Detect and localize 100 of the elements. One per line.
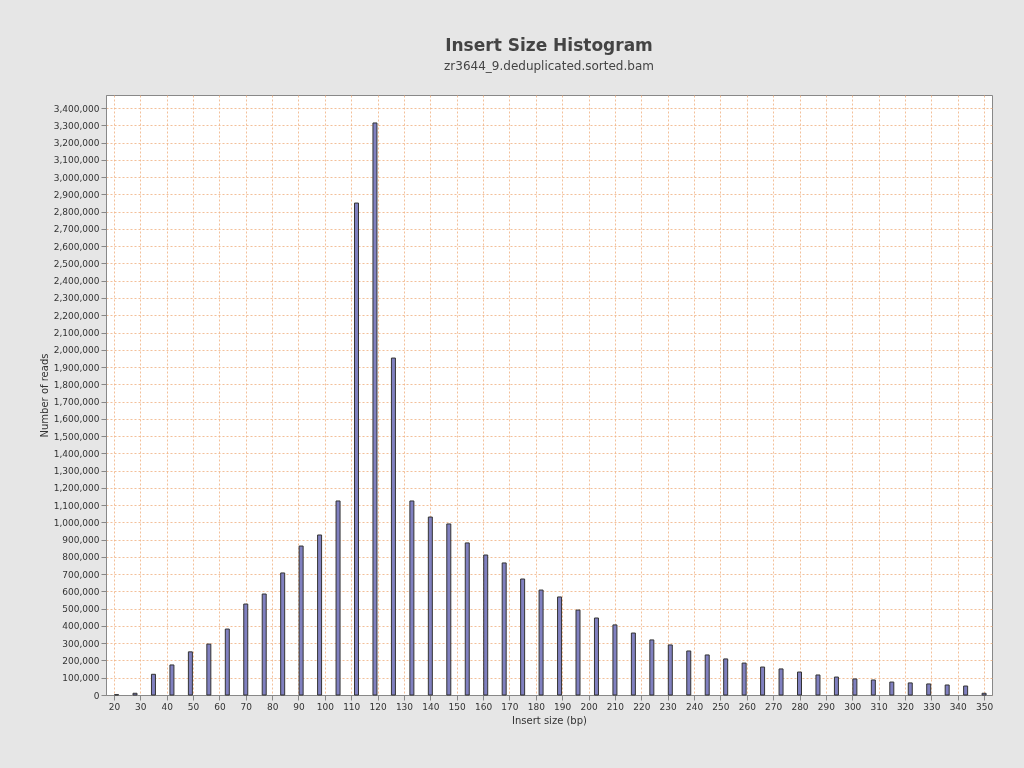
y-tick-label: 3,100,000	[53, 155, 100, 166]
bar	[501, 562, 507, 696]
x-tick-label: 140	[422, 701, 440, 712]
bar	[280, 572, 286, 696]
x-tick-label: 110	[343, 701, 361, 712]
bar	[317, 534, 323, 696]
y-tick-label: 900,000	[62, 535, 100, 546]
y-tick-label: 600,000	[62, 586, 100, 597]
x-axis-title: Insert size (bp)	[512, 714, 588, 726]
y-tick-label: 1,500,000	[53, 431, 100, 442]
x-tick-label: 50	[187, 701, 200, 712]
x-tick-label: 200	[580, 701, 598, 712]
bar	[815, 674, 821, 696]
bar	[852, 678, 858, 696]
y-tick-label: 800,000	[62, 552, 100, 563]
y-tick-label: 2,700,000	[53, 224, 100, 235]
bar	[187, 651, 193, 696]
x-tick-label: 240	[685, 701, 704, 712]
y-tick-label: 2,300,000	[53, 293, 100, 304]
bar	[870, 679, 876, 696]
y-tick-label: 400,000	[62, 621, 100, 632]
bar	[427, 516, 433, 696]
bar	[889, 681, 895, 696]
bar	[538, 589, 544, 696]
bar	[833, 676, 839, 696]
x-tick-label: 180	[527, 701, 546, 712]
y-tick-label: 1,000,000	[53, 517, 100, 528]
y-axis-title: Number of reads	[38, 353, 50, 438]
x-tick-label: 280	[791, 701, 809, 712]
y-tick-label: 200,000	[62, 655, 100, 666]
bar	[372, 122, 378, 696]
x-tick-label: 60	[214, 701, 226, 712]
x-tick-label: 350	[976, 701, 994, 712]
x-tick-label: 130	[395, 701, 414, 712]
x-tick-label: 320	[896, 701, 915, 712]
x-tick-label: 190	[554, 701, 572, 712]
x-tick-label: 70	[240, 701, 253, 712]
y-tick-label: 2,500,000	[53, 258, 100, 269]
x-tick-label: 300	[844, 701, 862, 712]
bar	[612, 624, 618, 696]
bar	[557, 596, 563, 696]
x-tick-label: 250	[712, 701, 730, 712]
bar	[224, 628, 230, 696]
y-tick-label: 2,900,000	[53, 189, 100, 200]
y-tick-label: 500,000	[62, 604, 100, 615]
bar	[704, 654, 710, 696]
bar	[593, 617, 599, 696]
x-tick-label: 30	[135, 701, 147, 712]
bar	[686, 650, 692, 696]
bar	[741, 662, 747, 696]
x-tick-label: 310	[870, 701, 888, 712]
y-tick-label: 2,100,000	[53, 328, 100, 339]
y-tick-label: 2,400,000	[53, 276, 100, 287]
bar	[409, 500, 415, 696]
y-tick-label: 2,000,000	[53, 345, 100, 356]
y-tick-label: 2,600,000	[53, 241, 100, 252]
x-tick-label: 170	[501, 701, 519, 712]
x-tick-label: 80	[266, 701, 279, 712]
bar	[649, 639, 655, 696]
bar	[907, 682, 913, 696]
x-tick-label: 230	[659, 701, 678, 712]
x-tick-label: 90	[293, 701, 305, 712]
chart-title: Insert Size Histogram	[445, 35, 653, 55]
bar	[667, 644, 673, 696]
bar	[206, 643, 212, 696]
y-tick-label: 2,800,000	[53, 207, 100, 218]
bar	[169, 664, 175, 696]
x-tick-label: 20	[108, 701, 121, 712]
x-tick-label: 40	[161, 701, 174, 712]
bar	[298, 545, 304, 696]
x-tick-label: 220	[633, 701, 651, 712]
bar	[723, 658, 729, 696]
y-tick-label: 3,200,000	[53, 138, 100, 149]
bar	[944, 684, 950, 696]
bar	[963, 685, 969, 696]
bar	[446, 523, 452, 696]
x-tick-label: 150	[448, 701, 467, 712]
y-tick-label: 1,800,000	[53, 379, 100, 390]
y-tick-label: 100,000	[62, 673, 100, 684]
x-tick-label: 290	[817, 701, 836, 712]
y-tick-label: 3,400,000	[53, 103, 100, 114]
x-tick-label: 210	[606, 701, 625, 712]
bar	[464, 542, 470, 696]
y-tick-label: 1,300,000	[53, 466, 100, 477]
x-tick-label: 100	[316, 701, 335, 712]
bar	[778, 668, 784, 696]
x-tick-label: 330	[923, 701, 941, 712]
y-tick-label: 300,000	[62, 638, 100, 649]
y-tick-label: 3,000,000	[53, 172, 100, 183]
x-tick-label: 120	[369, 701, 387, 712]
x-tick-label: 340	[949, 701, 968, 712]
y-tick-label: 1,700,000	[53, 397, 100, 408]
bar	[630, 632, 636, 696]
bar	[335, 500, 341, 696]
y-tick-label: 1,100,000	[53, 500, 100, 511]
x-tick-label: 160	[474, 701, 493, 712]
y-tick-label: 1,400,000	[53, 448, 100, 459]
x-tick-label: 260	[738, 701, 757, 712]
bar	[760, 666, 766, 696]
y-tick-label: 700,000	[62, 569, 100, 580]
